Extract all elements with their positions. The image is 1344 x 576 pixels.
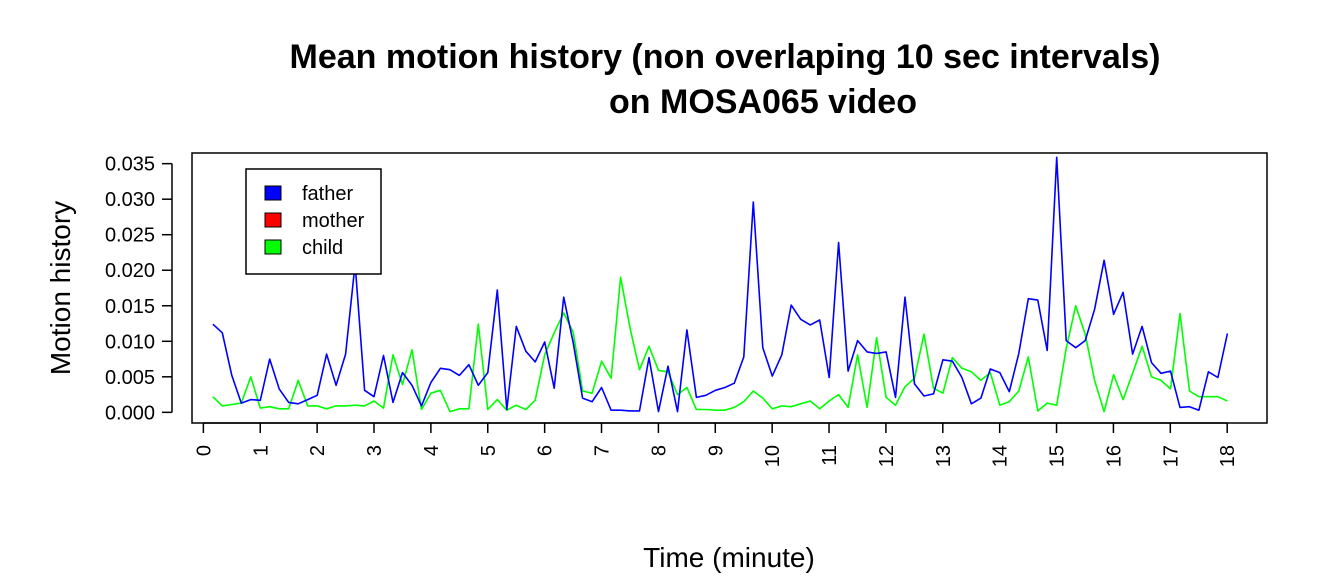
x-tick-label: 8 [648,445,670,456]
x-tick-label: 13 [933,445,955,467]
series-layer [212,156,1229,413]
legend-swatch-mother [264,212,282,228]
y-tick-label: 0.025 [105,225,155,247]
x-tick-label: 6 [535,445,557,456]
x-tick-label: 10 [762,445,784,467]
x-axis: 0 1 2 3 4 5 6 7 8 9 10 11 12 13 14 15 16 17 18 [193,422,1239,467]
x-tick-label: 7 [592,445,614,456]
chart-title-line1: Mean motion history (non overlaping 10 s… [290,38,1161,76]
y-tick-label: 0.005 [105,367,155,389]
x-axis-title: Time (minute) [643,542,815,573]
x-tick-label: 1 [250,445,272,456]
x-tick-label: 11 [819,445,841,466]
y-axis: 0.000 0.005 0.010 0.015 0.020 0.025 0.030 0.035 [105,154,173,424]
x-tick-label: 16 [1103,445,1125,467]
y-axis-title: Motion history [45,201,76,375]
legend: father mother child [245,168,382,275]
chart-title-line2: on MOSA065 video [609,83,917,121]
x-tick-label: 14 [990,445,1012,467]
legend-label-mother: mother [302,210,365,232]
y-tick-label: 0.010 [105,331,155,353]
legend-label-child: child [302,237,343,259]
legend-swatch-father [264,185,282,201]
legend-swatch-child [264,239,282,255]
y-tick-label: 0.000 [105,402,155,424]
y-tick-label: 0.015 [105,296,155,318]
series-line-father [212,156,1229,413]
x-tick-label: 18 [1217,445,1239,467]
x-tick-label: 2 [307,445,329,456]
x-tick-label: 4 [421,445,443,456]
x-tick-label: 0 [193,445,215,456]
y-tick-label: 0.020 [105,260,155,282]
series-line-child [212,276,1228,413]
y-tick-label: 0.035 [105,154,155,176]
legend-label-father: father [302,183,353,205]
x-tick-label: 17 [1160,445,1182,467]
y-tick-label: 0.030 [105,189,155,211]
x-tick-label: 12 [876,445,898,467]
x-tick-label: 3 [364,445,386,456]
x-tick-label: 5 [478,445,500,456]
x-tick-label: 9 [705,445,727,456]
x-tick-label: 15 [1047,445,1069,467]
